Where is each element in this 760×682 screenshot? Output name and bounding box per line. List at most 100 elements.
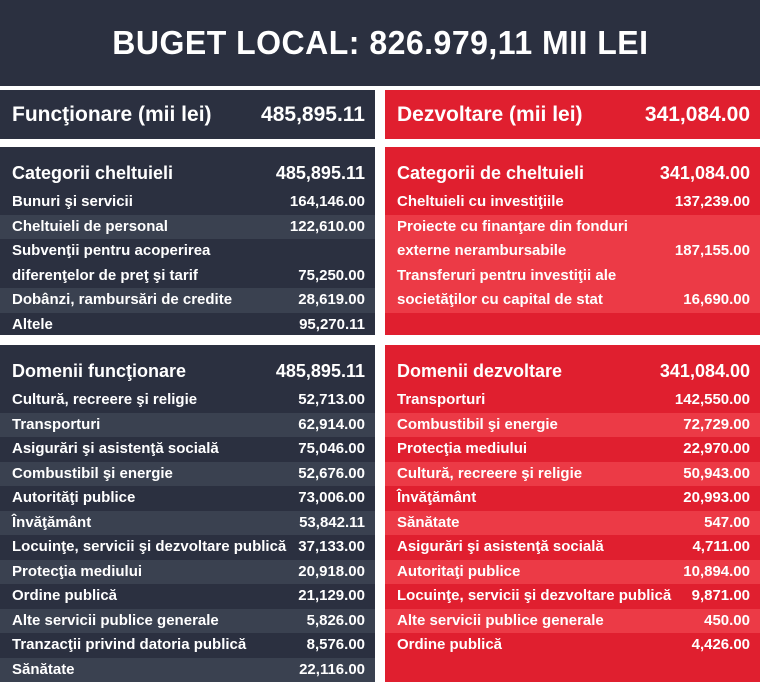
table-row: Tranzacţii privind datoria publică 8,576.…: [0, 633, 375, 658]
dezvoltare-column-header: Dezvoltare (mii lei) 341,084.00: [385, 90, 760, 139]
row-value: 20,918.00: [298, 562, 365, 580]
table-row: Autorităţi publice 73,006.00: [0, 486, 375, 511]
section-categorii-de-cheltuieli: Categorii de cheltuieli 341,084.00 Cheltui…: [385, 147, 760, 335]
row-label-line: Altele: [12, 315, 53, 333]
row-value: 16,690.00: [683, 291, 750, 308]
row-label: Combustibil şi energie: [12, 462, 173, 487]
row-value: 28,619.00: [298, 291, 365, 308]
row-label: Sănătate: [12, 658, 75, 682]
row-label-line: Proiecte cu finanţare din fonduri: [397, 217, 628, 235]
section-title: Categorii de cheltuieli: [397, 163, 585, 183]
table-row: Sănătate 547.00: [385, 510, 760, 536]
table-row: Cultură, recreere şi religie 52,713.00: [0, 388, 375, 413]
row-label: Cultură, recreere şi religie: [397, 462, 582, 487]
table-row: Alte servicii publice generale 450.00: [385, 608, 760, 634]
columns-container: Funcţionare (mii lei) 485,895.11 Categor…: [0, 90, 760, 682]
row-value: 53,842.11: [299, 513, 365, 531]
row-value: 8,576.00: [306, 636, 365, 653]
table-row: Protecţia mediului 22,970.00: [385, 437, 760, 462]
section-total: 341,084.00: [659, 361, 750, 381]
row-label: Tranzacţii privind datoria publică: [12, 633, 246, 658]
row-label: Altele: [12, 313, 53, 336]
row-value: 10,894.00: [683, 562, 750, 580]
row-label: Alte servicii publice generale: [397, 609, 604, 634]
row-label-line: Protecţia mediului: [12, 562, 143, 580]
row-value: 75,250.00: [298, 266, 365, 284]
row-label-line: Locuinţe, servicii şi dezvoltare publică: [397, 587, 672, 604]
row-label-line: Transporturi: [12, 415, 101, 433]
row-value: 73,006.00: [298, 489, 365, 506]
functionare-column: Funcţionare (mii lei) 485,895.11 Categor…: [0, 90, 375, 682]
row-label-line: Sănătate: [12, 660, 75, 678]
row-label-line: Ordine publică: [397, 636, 503, 653]
row-label: Proiecte cu finanţare din fonduri externe…: [397, 215, 628, 264]
horizontal-divider: [0, 139, 375, 147]
row-label: Sănătate: [397, 511, 460, 536]
row-label-line: Protecţia mediului: [397, 440, 528, 457]
row-label: Învăţământ: [397, 486, 476, 511]
horizontal-divider: [0, 86, 760, 90]
table-row: Subvenţii pentru acoperirea diferenţelor …: [0, 239, 375, 288]
row-label-line: Bunuri şi servicii: [12, 193, 133, 210]
table-row: Locuinţe, servicii şi dezvoltare publică…: [385, 584, 760, 609]
row-label: Bunuri şi servicii: [12, 190, 133, 215]
row-value: 62,914.00: [298, 415, 365, 433]
row-label-line: Învăţământ: [12, 513, 92, 531]
row-value: 52,713.00: [298, 391, 365, 408]
table-row: Altele 95,270.11: [0, 313, 375, 336]
section-title: Domenii dezvoltare: [397, 361, 563, 381]
row-label-line: Asigurări şi asistenţă socială: [397, 538, 604, 555]
row-value: 22,970.00: [683, 440, 750, 457]
row-value: 4,711.00: [692, 538, 750, 555]
row-value: 22,116.00: [299, 660, 365, 678]
section-categorii-cheltuieli: Categorii cheltuieli 485,895.11 Bunuri şi …: [0, 147, 375, 335]
column-header-value: 341,084.00: [644, 102, 750, 126]
table-row: Bunuri şi servicii 164,146.00: [0, 190, 375, 215]
row-label-line: Cheltuieli cu investiţiile: [397, 193, 564, 210]
section-title: Categorii cheltuieli: [12, 163, 174, 183]
row-label-line: Subvenţii pentru acoperirea: [12, 242, 211, 259]
section-header: Domenii funcţionare 485,895.11: [0, 345, 375, 388]
section-total: 341,084.00: [659, 163, 750, 183]
row-label: Transporturi: [397, 388, 485, 413]
row-label-line: Combustibil şi energie: [397, 415, 558, 433]
row-label: Autorităţi publice: [12, 486, 135, 511]
section-domenii-functionare: Domenii funcţionare 485,895.11 Cultură, re…: [0, 345, 375, 682]
column-header-label: Dezvoltare (mii lei): [397, 102, 583, 126]
row-label: Cultură, recreere şi religie: [12, 388, 197, 413]
row-label-line: Cultură, recreere şi religie: [397, 464, 583, 482]
table-row: Asigurări şi asistenţă socială 75,046.00: [0, 437, 375, 462]
row-label-line: Autoritaţi publice: [397, 562, 521, 580]
row-label-line: Cheltuieli de personal: [12, 217, 168, 235]
table-row: Transferuri pentru investiţii ale societă…: [385, 263, 760, 313]
table-row: Transporturi 142,550.00: [385, 388, 760, 413]
row-label-line: Cultură, recreere şi religie: [12, 391, 198, 408]
table-row: Protecţia mediului 20,918.00: [0, 559, 375, 585]
column-divider: [375, 90, 385, 682]
row-label: Dobânzi, rambursări de credite: [12, 288, 232, 313]
table-row: Dobânzi, rambursări de credite 28,619.00: [0, 288, 375, 313]
row-label: Locuinţe, servicii şi dezvoltare publică: [12, 535, 286, 560]
row-label-line: Transferuri pentru investiţii ale: [397, 266, 617, 284]
row-label: Locuinţe, servicii şi dezvoltare publică: [397, 584, 671, 609]
row-label-line: Dobânzi, rambursări de credite: [12, 291, 233, 308]
row-label-line: Autorităţi publice: [12, 489, 136, 506]
row-label: Combustibil şi energie: [397, 413, 558, 438]
row-value: 75,046.00: [298, 440, 365, 457]
table-row: Cultură, recreere şi religie 50,943.00: [385, 461, 760, 487]
section-domenii-dezvoltare: Domenii dezvoltare 341,084.00 Transporturi…: [385, 345, 760, 682]
row-label: Învăţământ: [12, 511, 91, 536]
table-row: Cheltuieli de personal 122,610.00: [0, 214, 375, 239]
row-label: Alte servicii publice generale: [12, 609, 219, 634]
table-row: Transporturi 62,914.00: [0, 412, 375, 437]
row-label-line: Alte servicii publice generale: [12, 611, 219, 629]
row-label-line: externe nerambursabile: [397, 242, 567, 259]
row-value: 4,426.00: [691, 636, 750, 653]
row-label: Protecţia mediului: [12, 560, 142, 585]
table-row: Locuinţe, servicii şi dezvoltare publică…: [0, 535, 375, 560]
table-row: Autoritaţi publice 10,894.00: [385, 559, 760, 584]
row-label: Cheltuieli cu investiţiile: [397, 190, 564, 215]
table-row: Alte servicii publice generale 5,826.00: [0, 608, 375, 634]
section-total: 485,895.11: [275, 163, 365, 183]
